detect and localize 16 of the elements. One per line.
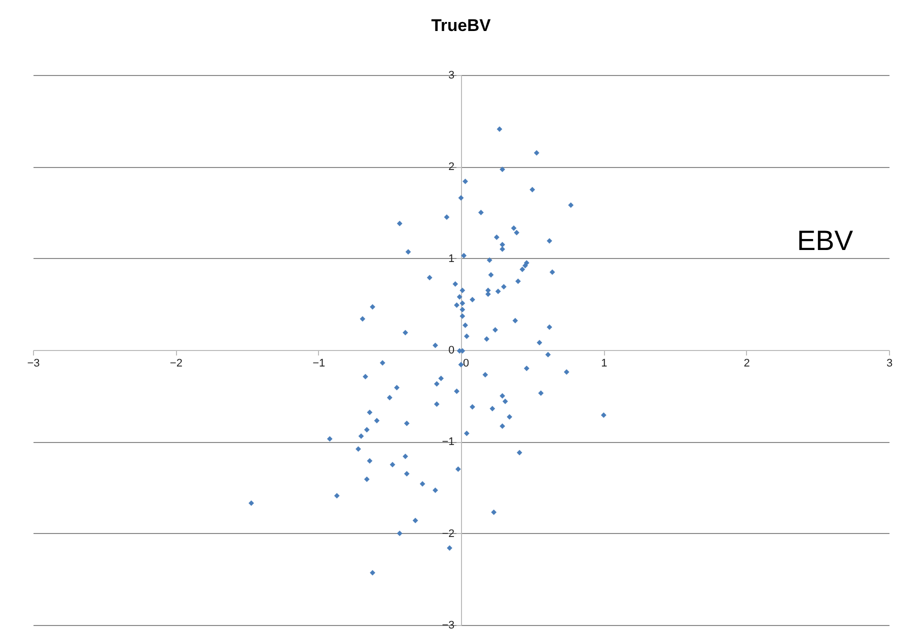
- x-tick-label: −1: [312, 358, 326, 370]
- x-tick-label: 0: [462, 358, 470, 370]
- x-tick-label: 1: [601, 358, 608, 370]
- y-tick-label: 1: [448, 252, 454, 265]
- y-tick-label: −3: [442, 620, 454, 632]
- x-tick-label: 2: [744, 358, 750, 370]
- y-tick-label: −1: [442, 436, 454, 448]
- chart-title: TrueBV: [431, 16, 492, 35]
- x-tick-label: −2: [170, 358, 182, 370]
- x-tick-label: −3: [27, 358, 40, 370]
- annotation: EBV: [796, 225, 854, 256]
- y-tick-label: 3: [448, 70, 454, 82]
- x-tick-label: 3: [886, 358, 893, 370]
- y-tick-label: 2: [448, 161, 454, 174]
- y-tick-label: −2: [442, 528, 454, 540]
- y-tick-label: 0: [448, 344, 454, 356]
